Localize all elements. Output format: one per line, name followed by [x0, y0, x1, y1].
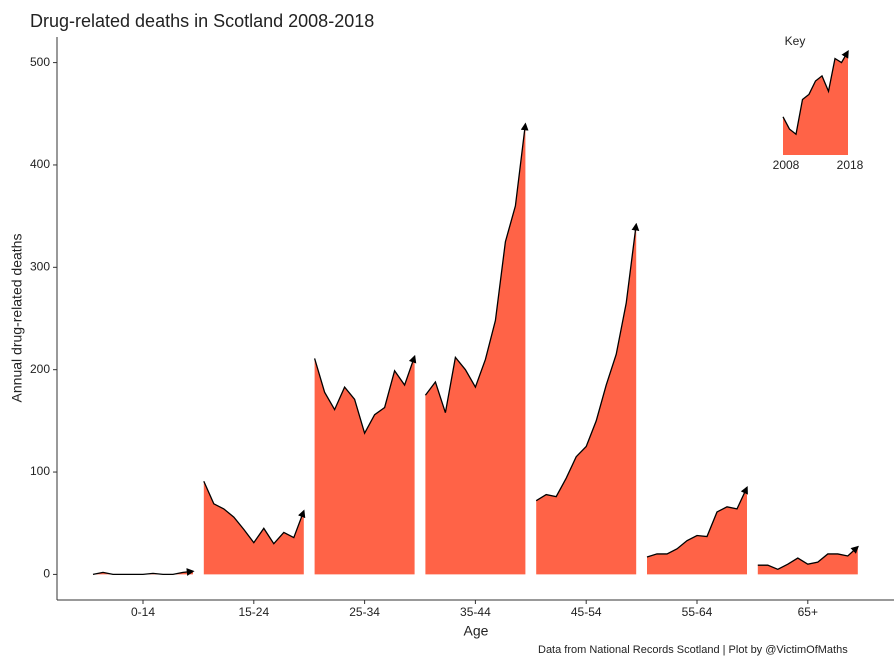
chart-title: Drug-related deaths in Scotland 2008-201… [30, 11, 374, 31]
caption: Data from National Records Scotland | Pl… [538, 644, 848, 656]
y-tick-label: 0 [43, 567, 50, 581]
key-area [783, 51, 848, 155]
panel-line [313, 354, 417, 435]
panel-area [314, 356, 415, 575]
key-title: Key [785, 34, 806, 48]
x-tick-label: 35-44 [460, 605, 491, 619]
x-tick-label: 65+ [798, 605, 818, 619]
panel-area [647, 487, 747, 575]
panel-line [646, 485, 748, 558]
panel-line [424, 122, 529, 413]
panel-line [757, 545, 859, 571]
panel-line [92, 568, 195, 576]
panel-area [203, 481, 304, 575]
y-tick-label: 400 [30, 157, 50, 171]
key-label: 2008 [773, 158, 800, 172]
y-tick-label: 200 [30, 362, 50, 376]
panel-area [425, 124, 526, 575]
y-tick-label: 500 [30, 55, 50, 69]
key-label: 2018 [837, 158, 864, 172]
panel-area [757, 546, 858, 575]
x-tick-label: 25-34 [349, 605, 380, 619]
panel-area [536, 224, 637, 575]
x-tick-label: 15-24 [238, 605, 269, 619]
x-tick-label: 45-54 [571, 605, 602, 619]
x-axis-title: Age [464, 623, 489, 639]
y-tick-label: 100 [30, 464, 50, 478]
y-tick-label: 300 [30, 259, 50, 273]
x-tick-label: 0-14 [131, 605, 155, 619]
panel-line [535, 222, 640, 502]
y-axis-title: Annual drug-related deaths [9, 234, 25, 403]
key-line [782, 49, 849, 136]
x-tick-label: 55-64 [682, 605, 713, 619]
panel-line [203, 480, 306, 545]
panel-area [93, 571, 193, 575]
